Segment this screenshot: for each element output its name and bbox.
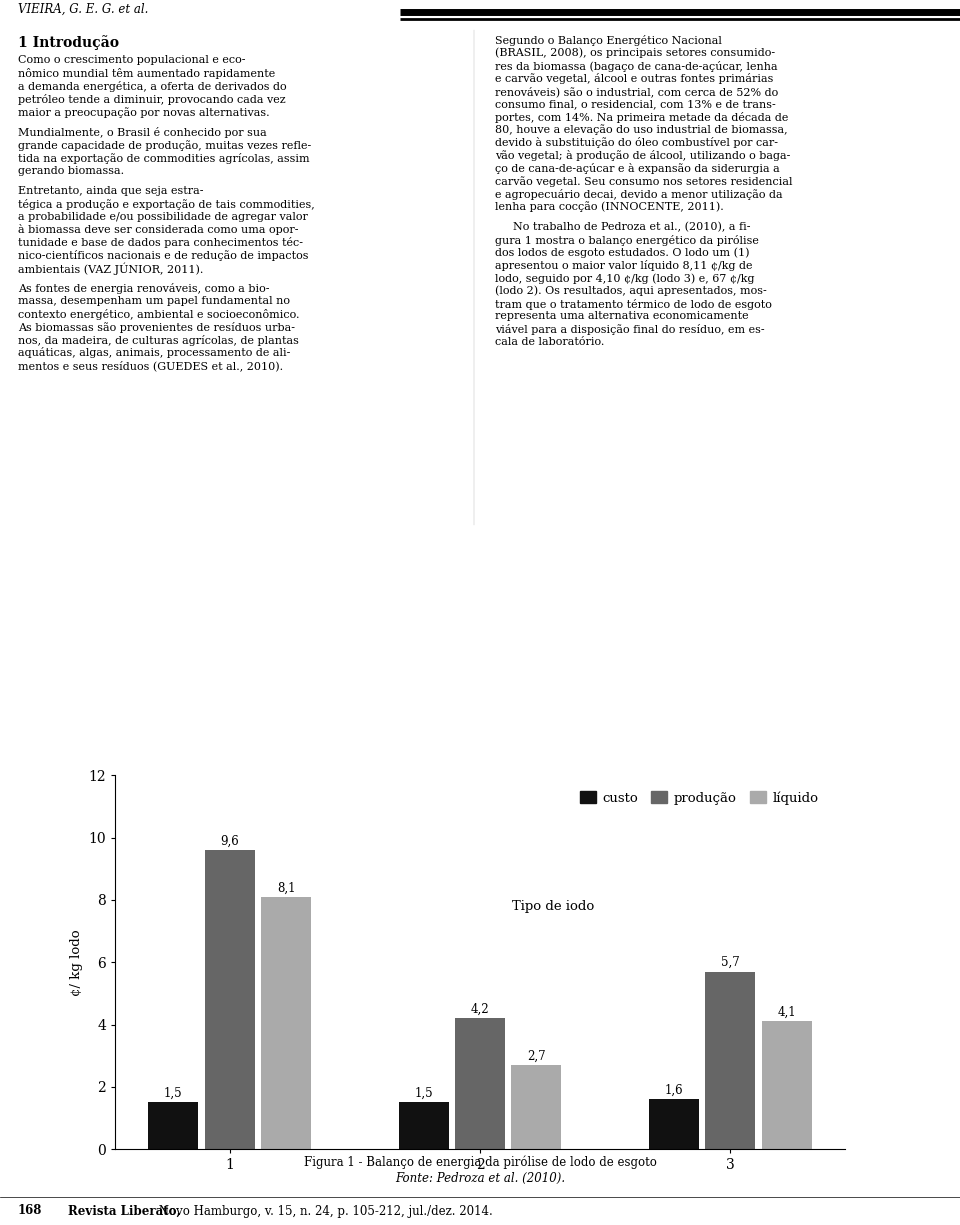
Text: renováveis) são o industrial, com cerca de 52% do: renováveis) são o industrial, com cerca …	[495, 86, 779, 97]
Text: VIEIRA, G. E. G. et al.: VIEIRA, G. E. G. et al.	[18, 2, 149, 16]
Text: No trabalho de Pedroza et al., (2010), a fi-: No trabalho de Pedroza et al., (2010), a…	[513, 222, 751, 233]
Text: 8,1: 8,1	[276, 881, 296, 894]
Text: 4,1: 4,1	[778, 1006, 796, 1019]
Text: aquáticas, algas, animais, processamento de ali-: aquáticas, algas, animais, processamento…	[18, 348, 290, 359]
Y-axis label: ¢/ kg lodo: ¢/ kg lodo	[70, 929, 83, 996]
Text: tram que o tratamento térmico de lodo de esgoto: tram que o tratamento térmico de lodo de…	[495, 299, 772, 310]
Text: tégica a produção e exportação de tais commodities,: tégica a produção e exportação de tais c…	[18, 198, 315, 209]
Text: Tipo de iodo: Tipo de iodo	[512, 899, 594, 913]
Text: grande capacidade de produção, muitas vezes refle-: grande capacidade de produção, muitas ve…	[18, 140, 311, 151]
Text: 5,7: 5,7	[721, 956, 739, 969]
Text: lenha para cocção (INNOCENTE, 2011).: lenha para cocção (INNOCENTE, 2011).	[495, 201, 724, 212]
Text: nico-científicos nacionais e de redução de impactos: nico-científicos nacionais e de redução …	[18, 250, 308, 261]
Legend: custo, produção, líquido: custo, produção, líquido	[575, 785, 824, 810]
Text: maior a preocupação por novas alternativas.: maior a preocupação por novas alternativ…	[18, 107, 270, 118]
Text: (lodo 2). Os resultados, aqui apresentados, mos-: (lodo 2). Os resultados, aqui apresentad…	[495, 285, 767, 296]
Text: massa, desempenham um papel fundamental no: massa, desempenham um papel fundamental …	[18, 296, 290, 306]
Text: 168: 168	[18, 1204, 42, 1218]
Text: Revista Liberato,: Revista Liberato,	[68, 1204, 180, 1218]
Text: 9,6: 9,6	[221, 834, 239, 848]
Text: res da biomassa (bagaço de cana-de-açúcar, lenha: res da biomassa (bagaço de cana-de-açúca…	[495, 60, 778, 71]
Text: 1 Introdução: 1 Introdução	[18, 36, 119, 50]
Text: mentos e seus resíduos (GUEDES et al., 2010).: mentos e seus resíduos (GUEDES et al., 2…	[18, 360, 283, 371]
Text: Fonte: Pedroza et al. (2010).: Fonte: Pedroza et al. (2010).	[395, 1172, 565, 1186]
Text: ço de cana-de-açúcar e à expansão da siderurgia a: ço de cana-de-açúcar e à expansão da sid…	[495, 163, 780, 174]
Text: Novo Hamburgo, v. 15, n. 24, p. 105-212, jul./dez. 2014.: Novo Hamburgo, v. 15, n. 24, p. 105-212,…	[155, 1204, 492, 1218]
Text: vão vegetal; à produção de álcool, utilizando o baga-: vão vegetal; à produção de álcool, utili…	[495, 151, 790, 162]
Text: Segundo o Balanço Energético Nacional: Segundo o Balanço Energético Nacional	[495, 36, 722, 47]
Text: e carvão vegetal, álcool e outras fontes primárias: e carvão vegetal, álcool e outras fontes…	[495, 74, 774, 85]
Text: 1,6: 1,6	[664, 1084, 684, 1096]
Text: a probabilidade e/ou possibilidade de agregar valor: a probabilidade e/ou possibilidade de ag…	[18, 212, 308, 222]
Text: gerando biomassa.: gerando biomassa.	[18, 165, 124, 175]
Text: consumo final, o residencial, com 13% e de trans-: consumo final, o residencial, com 13% e …	[495, 99, 776, 109]
Text: a demanda energética, a oferta de derivados do: a demanda energética, a oferta de deriva…	[18, 81, 287, 92]
Text: cala de laboratório.: cala de laboratório.	[495, 337, 605, 347]
Text: carvão vegetal. Seu consumo nos setores residencial: carvão vegetal. Seu consumo nos setores …	[495, 176, 793, 186]
Text: portes, com 14%. Na primeira metade da década de: portes, com 14%. Na primeira metade da d…	[495, 111, 788, 122]
Text: nos, da madeira, de culturas agrícolas, de plantas: nos, da madeira, de culturas agrícolas, …	[18, 334, 299, 345]
Text: lodo, seguido por 4,10 ¢/kg (lodo 3) e, 67 ¢/kg: lodo, seguido por 4,10 ¢/kg (lodo 3) e, …	[495, 273, 755, 284]
Bar	[706, 971, 756, 1149]
Text: tunidade e base de dados para conhecimentos téc-: tunidade e base de dados para conhecimen…	[18, 238, 303, 249]
Text: As fontes de energia renováveis, como a bio-: As fontes de energia renováveis, como a …	[18, 283, 270, 294]
Text: Mundialmente, o Brasil é conhecido por sua: Mundialmente, o Brasil é conhecido por s…	[18, 127, 267, 138]
Text: Figura 1 - Balanço de energia da pirólise de lodo de esgoto: Figura 1 - Balanço de energia da pirólis…	[303, 1155, 657, 1169]
Text: nômico mundial têm aumentado rapidamente: nômico mundial têm aumentado rapidamente	[18, 69, 276, 80]
Text: à biomassa deve ser considerada como uma opor-: à biomassa deve ser considerada como uma…	[18, 224, 299, 235]
Text: contexto energético, ambiental e socioeconômico.: contexto energético, ambiental e socioec…	[18, 309, 300, 320]
Text: 1,5: 1,5	[164, 1087, 182, 1100]
Text: viável para a disposição final do resíduo, em es-: viável para a disposição final do resídu…	[495, 325, 764, 336]
Text: gura 1 mostra o balanço energético da pirólise: gura 1 mostra o balanço energético da pi…	[495, 235, 758, 246]
Bar	[649, 1099, 699, 1149]
Text: Entretanto, ainda que seja estra-: Entretanto, ainda que seja estra-	[18, 186, 204, 196]
Bar	[761, 1022, 811, 1149]
Text: devido à substituição do óleo combustível por car-: devido à substituição do óleo combustíve…	[495, 137, 778, 148]
Bar	[512, 1065, 562, 1149]
Bar	[261, 897, 311, 1149]
Text: (BRASIL, 2008), os principais setores consumido-: (BRASIL, 2008), os principais setores co…	[495, 48, 775, 59]
Text: ambientais (VAZ JÚNIOR, 2011).: ambientais (VAZ JÚNIOR, 2011).	[18, 263, 204, 276]
Text: 80, houve a elevação do uso industrial de biomassa,: 80, houve a elevação do uso industrial d…	[495, 125, 787, 136]
Text: e agropecuário decai, devido a menor utilização da: e agropecuário decai, devido a menor uti…	[495, 189, 782, 200]
Text: 4,2: 4,2	[470, 1003, 490, 1016]
Text: dos lodos de esgoto estudados. O lodo um (1): dos lodos de esgoto estudados. O lodo um…	[495, 247, 750, 258]
Bar	[149, 1102, 199, 1149]
Bar	[204, 850, 254, 1149]
Text: representa uma alternativa economicamente: representa uma alternativa economicament…	[495, 311, 749, 321]
Text: petróleo tende a diminuir, provocando cada vez: petróleo tende a diminuir, provocando ca…	[18, 94, 286, 105]
Bar	[398, 1102, 448, 1149]
Text: As biomassas são provenientes de resíduos urba-: As biomassas são provenientes de resíduo…	[18, 322, 295, 333]
Text: 1,5: 1,5	[415, 1087, 433, 1100]
Bar	[455, 1018, 505, 1149]
Text: apresentou o maior valor líquido 8,11 ¢/kg de: apresentou o maior valor líquido 8,11 ¢/…	[495, 260, 753, 271]
Text: Como o crescimento populacional e eco-: Como o crescimento populacional e eco-	[18, 55, 246, 65]
Text: tida na exportação de commodities agrícolas, assim: tida na exportação de commodities agríco…	[18, 153, 310, 164]
Text: 2,7: 2,7	[527, 1050, 545, 1062]
